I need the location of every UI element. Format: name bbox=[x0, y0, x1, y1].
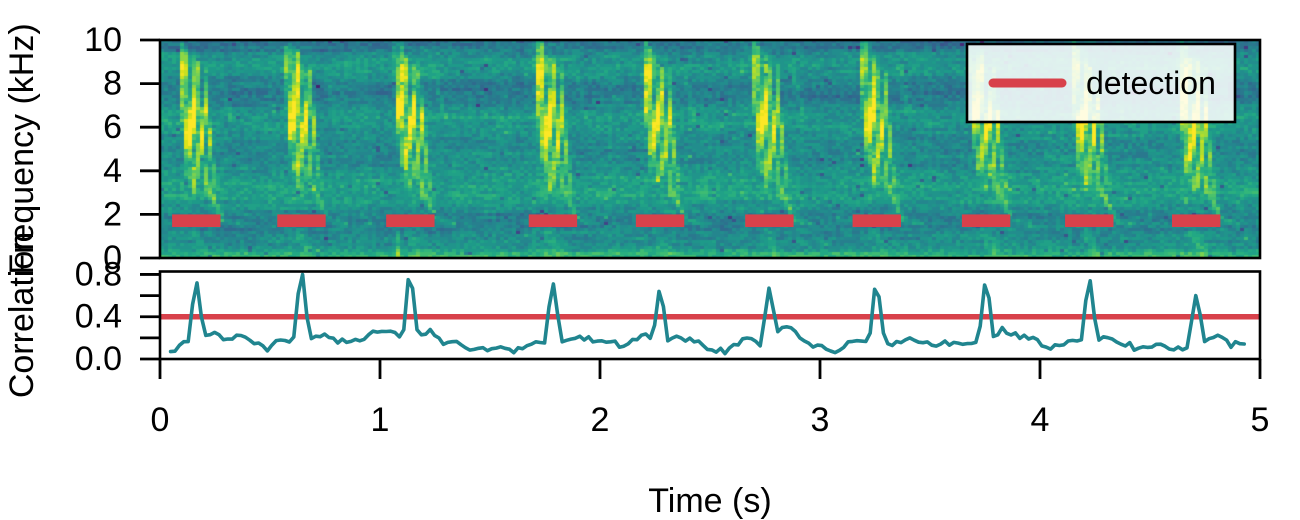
detection-mark bbox=[635, 214, 685, 228]
detection-mark bbox=[386, 214, 435, 228]
detection-mark bbox=[1065, 214, 1114, 228]
detection-mark bbox=[852, 214, 901, 228]
score-border bbox=[158, 270, 1262, 361]
time-tick-label: 4 bbox=[1031, 401, 1050, 439]
x-axis-title: Time (s) bbox=[648, 482, 771, 520]
time-tick-label: 2 bbox=[591, 401, 610, 439]
time-tick-label: 3 bbox=[811, 401, 830, 439]
detection-mark bbox=[172, 214, 221, 228]
score-curve bbox=[168, 272, 1246, 356]
legend: detection bbox=[965, 42, 1237, 124]
freq-tick-label: 0 bbox=[103, 239, 122, 277]
freq-tick-label: 6 bbox=[103, 108, 122, 146]
freq-tick-label: 4 bbox=[103, 152, 122, 190]
detection-mark bbox=[961, 214, 1011, 228]
freq-tick-label: 8 bbox=[103, 65, 122, 103]
detection-marks-group bbox=[172, 214, 1221, 228]
detection-mark bbox=[1172, 214, 1221, 228]
freq-tick-label: 2 bbox=[103, 195, 122, 233]
time-tick-label: 1 bbox=[371, 401, 390, 439]
score-tick-label: 0.4 bbox=[75, 298, 122, 336]
frequency-axis: 0 2 4 6 8 10 bbox=[84, 21, 160, 277]
spectrogram-border bbox=[158, 38, 1262, 260]
detection-mark bbox=[277, 214, 326, 228]
score-tick-label: 0.0 bbox=[75, 340, 122, 378]
score-panel-group bbox=[158, 270, 1262, 361]
score-axis-title: Correlation bbox=[3, 232, 41, 398]
axis-titles: Time (s) Frequency (kHz) Correlation bbox=[3, 23, 772, 520]
freq-axis-title: Frequency (kHz) bbox=[3, 23, 41, 274]
detection-mark bbox=[528, 214, 578, 228]
spectrogram-box-group bbox=[158, 38, 1262, 260]
legend-label: detection bbox=[1086, 65, 1216, 101]
score-tick-label: 0.8 bbox=[75, 255, 122, 293]
time-tick-label: 5 bbox=[1251, 401, 1270, 439]
freq-tick-label: 10 bbox=[84, 21, 122, 59]
detection-mark bbox=[745, 214, 794, 228]
time-tick-label: 0 bbox=[151, 401, 170, 439]
time-axis: 0 1 2 3 4 5 bbox=[151, 359, 1270, 439]
score-axis: 0.0 0.4 0.8 bbox=[75, 255, 160, 378]
